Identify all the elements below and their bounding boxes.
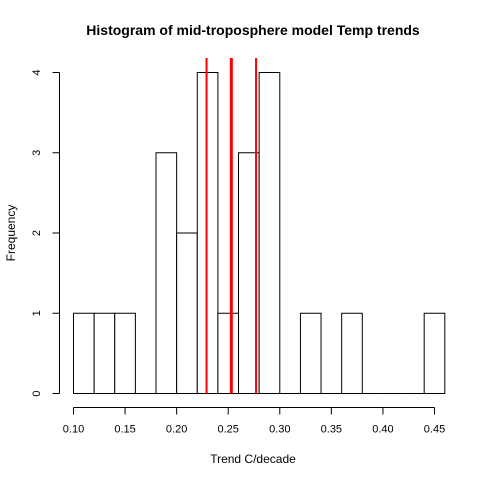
x-tick-label: 0.45	[424, 424, 445, 436]
x-axis: 0.10 0.15 0.20 0.25 0.30 0.35 0.40 0.45	[63, 407, 445, 436]
y-tick-label: 2	[31, 230, 43, 236]
x-tick-label: 0.35	[321, 424, 342, 436]
x-tick-label: 0.15	[114, 424, 135, 436]
histogram-bar	[341, 312, 363, 394]
x-tick-label: 0.25	[218, 424, 239, 436]
histogram-bar	[423, 312, 446, 394]
y-tick-label: 3	[31, 150, 43, 156]
y-axis-label: Frequency	[4, 205, 18, 262]
histogram-bar	[176, 232, 198, 394]
y-tick-label: 4	[31, 69, 43, 75]
histogram-bar	[114, 312, 136, 394]
chart-title: Histogram of mid-troposphere model Temp …	[86, 22, 420, 38]
x-axis-label: Trend C/decade	[210, 452, 296, 466]
y-tick-label: 0	[31, 390, 43, 396]
histogram-bar	[196, 72, 219, 394]
x-tick-label: 0.10	[63, 424, 84, 436]
y-axis: 0 1 2 3 4	[31, 69, 60, 397]
histogram-bar	[155, 152, 178, 394]
histogram-bar	[217, 312, 240, 394]
bars-group	[73, 72, 446, 394]
histogram-bar	[93, 312, 116, 394]
x-tick-label: 0.40	[372, 424, 393, 436]
y-tick-label: 1	[31, 310, 43, 316]
x-tick-label: 0.20	[166, 424, 187, 436]
x-tick-label: 0.30	[269, 424, 290, 436]
histogram-bar	[299, 312, 322, 394]
reference-lines-group	[205, 58, 258, 394]
histogram-bar	[73, 312, 95, 394]
histogram-bar	[258, 72, 281, 394]
